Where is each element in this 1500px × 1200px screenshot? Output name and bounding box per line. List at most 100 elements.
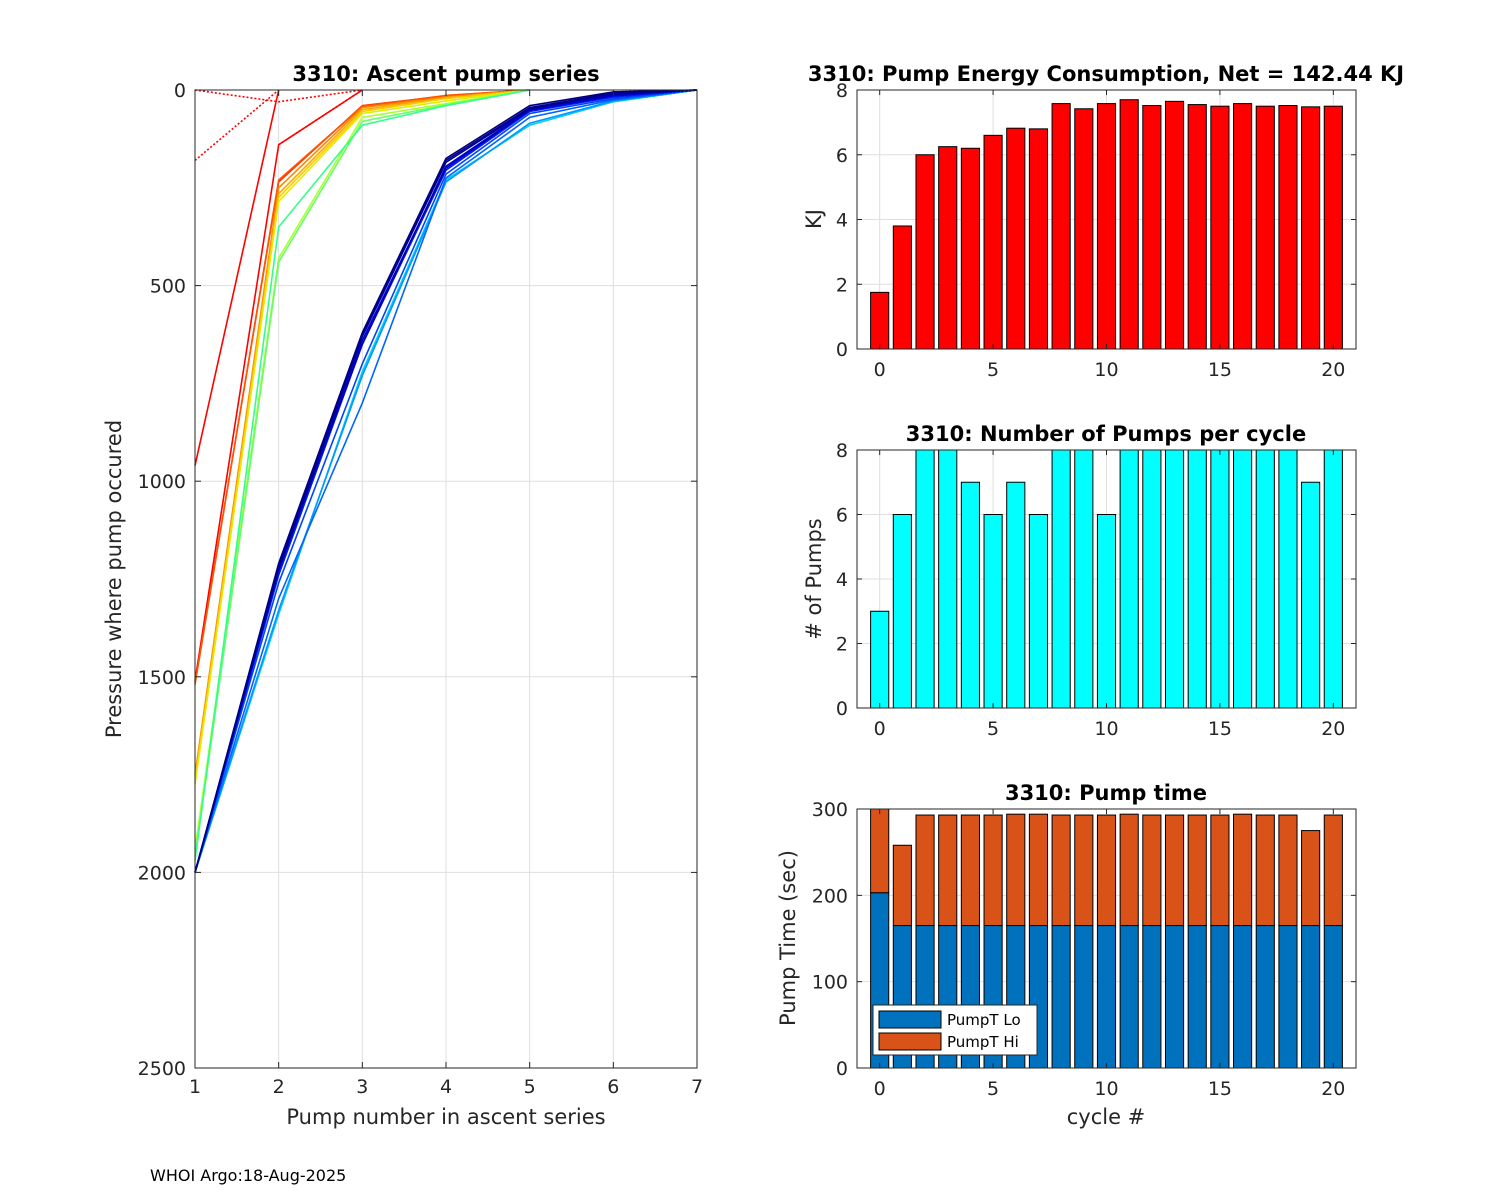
energy-bar: [1323, 105, 1343, 350]
pumptime-title: 3310: Pump time: [1005, 781, 1207, 805]
ascent-series-dotted-line: [194, 89, 363, 103]
footer-credit: WHOI Argo:18-Aug-2025: [150, 1166, 347, 1185]
pumptime-bar-pumpt-hi: [1233, 813, 1253, 927]
pumptime-bar-pumpt-lo: [1210, 925, 1230, 1069]
pumps-ytick-label: 6: [836, 505, 848, 527]
legend-label-pumpt-lo: PumpT Lo: [947, 1011, 1021, 1029]
pumptime-bar-pumpt-hi: [1210, 814, 1230, 927]
pumptime-bar-pumpt-hi: [892, 844, 912, 927]
energy-bars: [870, 99, 1343, 350]
pumps-xtick-label: 20: [1321, 718, 1345, 740]
ascent-ytick-label: 2000: [138, 862, 186, 884]
energy-xtick-label: 20: [1321, 359, 1345, 381]
legend-swatch-pumpt-lo: [878, 1010, 942, 1029]
energy-bar: [983, 134, 1003, 350]
pumptime-ytick-label: 100: [812, 972, 848, 994]
ascent-ytick-label: 0: [174, 80, 186, 102]
energy-consumption-panel: 0 5 10 15 20 0 2 4 6 8 3310: Pump Energy Consumpt…: [802, 62, 1404, 381]
pumps-bar: [1074, 449, 1094, 709]
energy-bar: [1119, 99, 1139, 350]
pumptime-bar-pumpt-hi: [1006, 813, 1026, 927]
energy-bar: [1233, 103, 1253, 350]
ascent-series-tail: [278, 89, 363, 146]
pumps-bar: [1278, 449, 1298, 709]
energy-bar: [1142, 105, 1162, 350]
pumps-ytick-label: 0: [836, 698, 848, 720]
pumptime-bar-pumpt-lo: [1142, 925, 1162, 1069]
pumptime-bar-pumpt-hi: [1255, 814, 1275, 927]
pumptime-ytick-label: 300: [812, 799, 848, 821]
ascent-ytick-label: 2500: [138, 1058, 186, 1080]
pumptime-xtick-label: 5: [987, 1078, 999, 1100]
pumptime-bar-pumpt-hi: [870, 808, 890, 894]
pumptime-bar-pumpt-hi: [938, 814, 958, 927]
pumps-bar: [1233, 449, 1253, 709]
pumps-bar: [1187, 449, 1207, 709]
ascent-ytick-label: 1000: [138, 471, 186, 493]
pumptime-bars: [870, 808, 1343, 1069]
pumps-bar: [1006, 481, 1026, 709]
pumptime-bar-pumpt-lo: [1323, 925, 1343, 1069]
energy-bar: [1006, 127, 1026, 350]
pumps-bar: [1301, 481, 1321, 709]
pumptime-xtick-label: 10: [1094, 1078, 1118, 1100]
energy-title: 3310: Pump Energy Consumption, Net = 142…: [808, 62, 1404, 86]
energy-xtick-label: 0: [874, 359, 886, 381]
pumps-bar: [1164, 449, 1185, 709]
legend-swatch-pumpt-hi: [878, 1032, 942, 1051]
pumps-bar: [892, 514, 912, 709]
energy-bar: [1028, 128, 1049, 350]
pumptime-bar-pumpt-lo: [1074, 925, 1094, 1069]
pumps-bar: [1255, 449, 1275, 709]
pumptime-bar-pumpt-hi: [1074, 814, 1094, 927]
pumps-ytick-label: 8: [836, 440, 848, 462]
pumptime-bar-pumpt-hi: [1323, 814, 1343, 927]
energy-ytick-label: 2: [836, 274, 848, 296]
energy-bar: [1051, 103, 1071, 350]
pumptime-bar-pumpt-hi: [1278, 814, 1298, 927]
energy-bar: [1164, 100, 1185, 350]
energy-bar: [1255, 105, 1275, 350]
legend-label-pumpt-hi: PumpT Hi: [947, 1033, 1019, 1051]
pumptime-bar-pumpt-hi: [1187, 814, 1207, 927]
pumps-bar: [915, 449, 935, 709]
pumptime-bar-pumpt-hi: [1119, 813, 1139, 927]
pumptime-bar-pumpt-hi: [1096, 814, 1117, 927]
pumps-per-cycle-panel: 0 5 10 15 20 0 2 4 6 8 3310: Number of Pumps per …: [802, 422, 1357, 740]
energy-bar: [1210, 105, 1230, 350]
ascent-xtick-label: 2: [273, 1076, 285, 1098]
ascent-xtick-label: 5: [524, 1076, 536, 1098]
energy-xtick-label: 5: [987, 359, 999, 381]
pumps-bar: [983, 514, 1003, 709]
pumptime-bar-pumpt-lo: [1096, 925, 1117, 1069]
pumptime-bar-pumpt-hi: [960, 814, 980, 927]
pumptime-bar-pumpt-hi: [1028, 813, 1049, 927]
energy-xtick-label: 15: [1208, 359, 1232, 381]
ascent-xtick-label: 7: [691, 1076, 703, 1098]
ascent-series-line: [194, 89, 530, 685]
energy-bar: [1301, 106, 1321, 350]
pumps-bar: [1142, 449, 1162, 709]
energy-bar: [1187, 104, 1207, 350]
pumps-bar: [960, 481, 980, 709]
energy-ytick-label: 0: [836, 339, 848, 361]
pumps-xtick-label: 0: [874, 718, 886, 740]
ascent-series-tail: [445, 89, 530, 98]
ascent-title: 3310: Ascent pump series: [292, 62, 599, 86]
pumptime-bar-pumpt-lo: [1255, 925, 1275, 1069]
pumptime-bar-pumpt-hi: [915, 814, 935, 927]
ascent-series-lines: [194, 89, 698, 873]
energy-bar: [870, 291, 890, 350]
pumptime-ytick-label: 0: [836, 1058, 848, 1080]
pumptime-ytick-label: 200: [812, 885, 848, 907]
pumps-ytick-label: 2: [836, 634, 848, 656]
ascent-xlabel: Pump number in ascent series: [286, 1105, 605, 1129]
pumptime-bar-pumpt-hi: [1301, 830, 1321, 927]
energy-bar: [938, 146, 958, 350]
pumptime-bar-pumpt-lo: [1187, 925, 1207, 1069]
ascent-ylabel: Pressure where pump occured: [102, 420, 126, 738]
pumptime-bar-pumpt-lo: [1301, 925, 1321, 1069]
pumps-ytick-label: 4: [836, 569, 848, 591]
